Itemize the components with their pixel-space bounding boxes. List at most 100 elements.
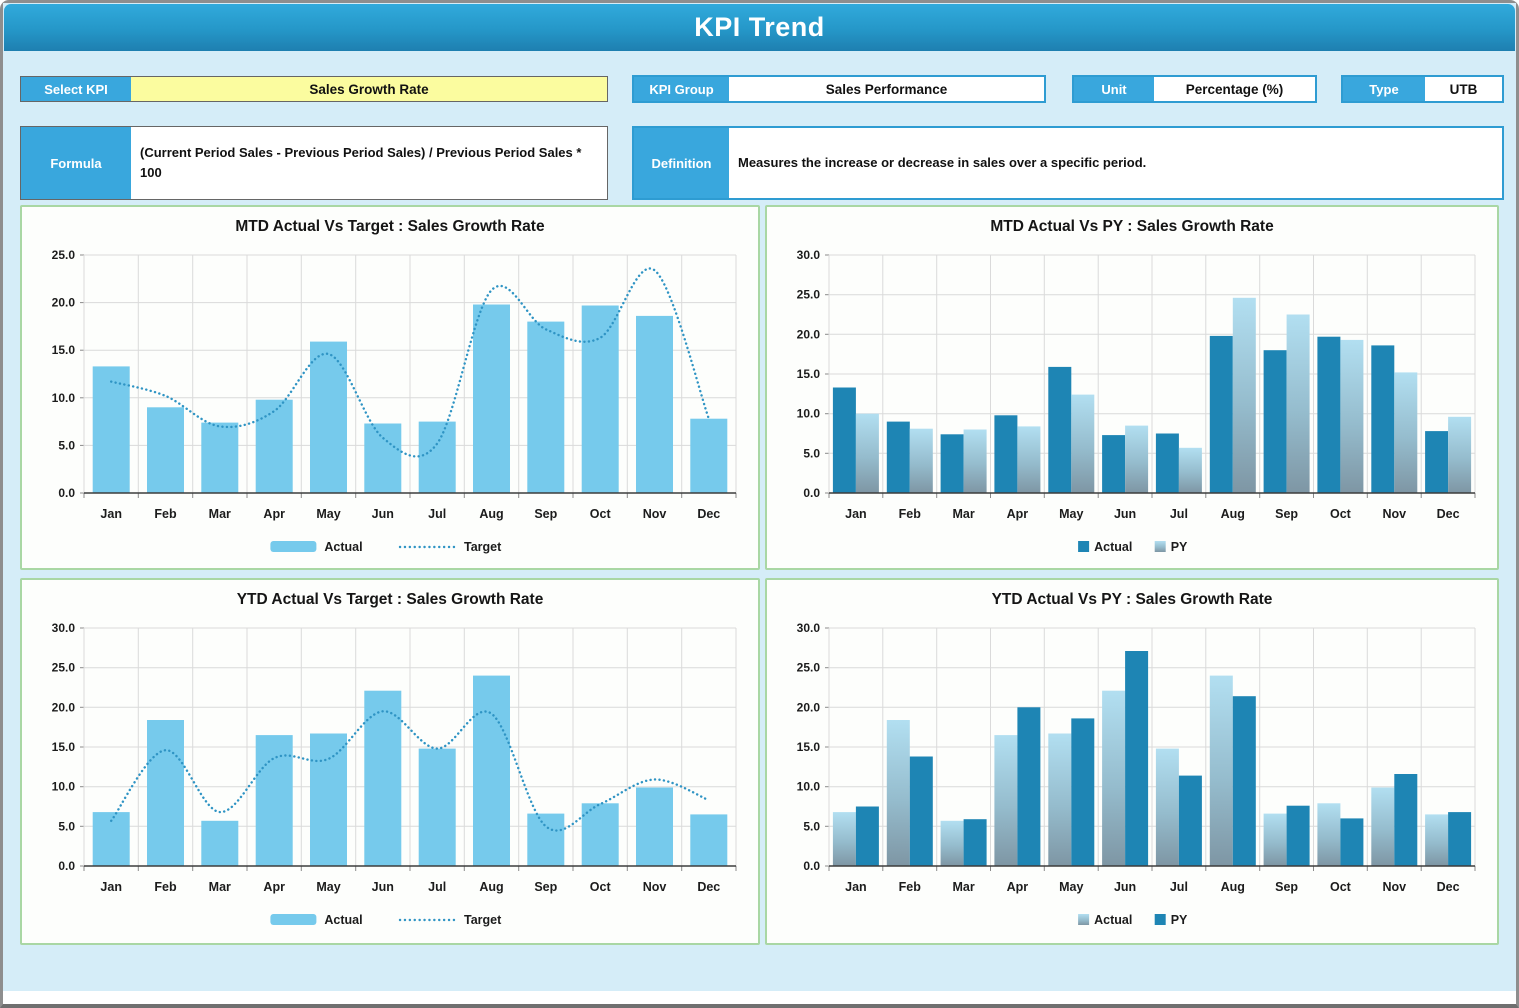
x-tick-label: Feb — [154, 880, 177, 894]
x-tick-label: Nov — [643, 880, 667, 894]
chart-svg: 0.0 5.0 10.0 15.0 20.0 25.0 30.0 Jan Feb Mar Apr Ma… — [52, 621, 737, 927]
bar-py — [1286, 314, 1310, 493]
bar-actual — [1263, 350, 1287, 493]
x-tick-label: Dec — [1437, 507, 1460, 521]
chart-title: YTD Actual Vs Target : Sales Growth Rate — [236, 591, 544, 608]
chart-svg: 0.0 5.0 10.0 15.0 20.0 25.0 30.0 Jan Feb Mar Apr Ma… — [797, 621, 1476, 927]
bar-py — [1448, 812, 1472, 866]
y-tick-label: 10.0 — [797, 780, 821, 794]
x-tick-label: Dec — [1437, 880, 1460, 894]
chart-panel-mtd-py: MTD Actual Vs PY : Sales Growth Rate 0.0… — [765, 205, 1499, 570]
bar-actual — [473, 675, 510, 866]
chart-title: MTD Actual Vs Target : Sales Growth Rate — [235, 218, 545, 235]
bar-actual — [418, 421, 456, 493]
chart-svg: 0.0 5.0 10.0 15.0 20.0 25.0 30.0 Jan Feb Mar Apr Ma… — [797, 248, 1476, 554]
x-tick-label: Jul — [1170, 507, 1188, 521]
select-kpi-label: Select KPI — [21, 77, 131, 101]
x-tick-label: Jan — [100, 880, 122, 894]
bar-actual — [832, 387, 856, 493]
type-value: UTB — [1425, 77, 1502, 101]
x-tick-label: Nov — [1382, 880, 1406, 894]
x-tick-label: Jun — [372, 507, 394, 521]
y-tick-label: 25.0 — [52, 248, 76, 262]
x-tick-label: Aug — [1221, 880, 1245, 894]
unit-field: Unit Percentage (%) — [1072, 75, 1317, 103]
select-kpi-value[interactable]: Sales Growth Rate — [131, 77, 607, 101]
chart-panel-ytd-py: YTD Actual Vs PY : Sales Growth Rate 0.0… — [765, 578, 1499, 945]
y-tick-label: 20.0 — [52, 700, 76, 714]
x-tick-label: Nov — [643, 507, 667, 521]
bar-actual — [364, 423, 402, 493]
bar-py — [1178, 775, 1202, 866]
x-tick-label: Jul — [428, 880, 446, 894]
bar-py — [1286, 805, 1310, 866]
bar-actual — [636, 315, 673, 493]
bar-py — [1232, 297, 1256, 493]
formula-label: Formula — [21, 127, 131, 199]
legend-label: Actual — [1094, 913, 1132, 927]
bar-py — [1394, 774, 1418, 866]
y-tick-label: 15.0 — [52, 740, 76, 754]
target-line — [110, 710, 710, 832]
x-tick-label: Sep — [534, 507, 557, 521]
bar-actual — [310, 733, 347, 866]
kpi-group-field: KPI Group Sales Performance — [632, 75, 1046, 103]
bar-py — [1017, 707, 1041, 866]
bar-py — [1340, 339, 1364, 493]
bar-actual — [1102, 690, 1126, 866]
bar-actual — [940, 434, 964, 493]
y-tick-label: 30.0 — [52, 621, 76, 635]
y-tick-label: 0.0 — [58, 859, 75, 873]
bar-actual — [310, 341, 347, 493]
x-tick-label: Aug — [1221, 507, 1245, 521]
bar-actual — [1209, 335, 1233, 493]
y-tick-label: 0.0 — [58, 486, 75, 500]
x-tick-label: Feb — [899, 880, 922, 894]
bar-py — [1340, 818, 1364, 866]
x-tick-label: Jun — [1114, 507, 1136, 521]
y-tick-label: 20.0 — [797, 700, 821, 714]
legend-label: Target — [464, 540, 502, 554]
legend-swatch-actual — [270, 914, 317, 925]
select-kpi-field: Select KPI Sales Growth Rate — [20, 76, 608, 102]
bar-actual — [581, 803, 619, 866]
x-tick-label: Jul — [1170, 880, 1188, 894]
definition-field: Definition Measures the increase or decr… — [632, 126, 1504, 200]
x-tick-label: May — [1059, 880, 1083, 894]
chart-canvas-ytd-target: 0.0 5.0 10.0 15.0 20.0 25.0 30.0 Jan Feb Mar Apr Ma… — [22, 614, 758, 940]
bar-py — [1071, 718, 1095, 866]
bar-py — [1125, 651, 1149, 866]
bar-actual — [201, 422, 239, 493]
bar-actual — [418, 748, 456, 866]
legend-swatch-actual — [1078, 541, 1090, 552]
legend-swatch-actual — [270, 541, 317, 552]
x-tick-label: Sep — [1275, 880, 1298, 894]
x-tick-label: Jun — [1114, 880, 1136, 894]
bar-actual — [994, 415, 1018, 493]
bar-py — [963, 819, 987, 866]
x-tick-label: Mar — [952, 507, 974, 521]
y-tick-label: 10.0 — [52, 391, 76, 405]
legend-label: PY — [1171, 540, 1188, 554]
legend-label: PY — [1171, 913, 1188, 927]
x-tick-label: May — [316, 507, 340, 521]
app-header: KPI Trend — [4, 4, 1515, 51]
bar-actual — [1155, 748, 1179, 866]
type-field: Type UTB — [1341, 75, 1504, 103]
x-tick-label: Jan — [845, 507, 867, 521]
y-tick-label: 15.0 — [797, 740, 821, 754]
bar-actual — [1317, 803, 1341, 866]
bar-py — [1394, 372, 1418, 493]
y-tick-label: 5.0 — [803, 446, 820, 460]
x-tick-label: Feb — [154, 507, 177, 521]
x-tick-label: Apr — [1007, 507, 1029, 521]
bar-actual — [690, 418, 728, 493]
bar-actual — [527, 321, 565, 493]
y-tick-label: 30.0 — [797, 248, 821, 262]
bar-actual — [581, 305, 619, 493]
x-tick-label: Oct — [590, 507, 612, 521]
x-tick-label: Oct — [590, 880, 612, 894]
bar-actual — [364, 690, 402, 866]
bar-actual — [1425, 814, 1449, 866]
x-tick-label: Apr — [263, 507, 285, 521]
